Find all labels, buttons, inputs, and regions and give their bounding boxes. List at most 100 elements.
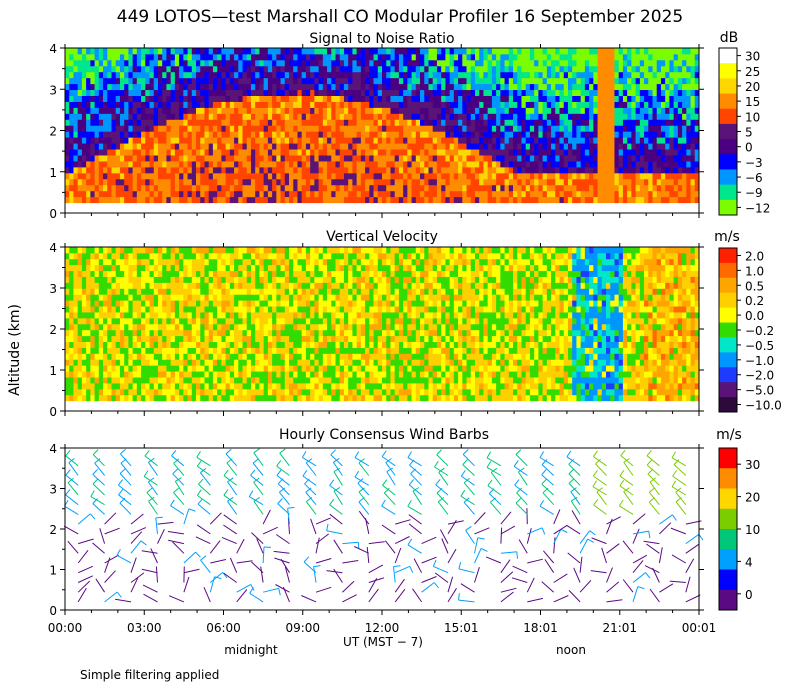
heat-cell [618,155,624,162]
heat-cell [466,172,472,180]
heat-cell [606,184,611,192]
heat-cell [483,137,489,144]
heat-cell [255,172,260,180]
heat-cell [665,196,670,204]
heat-cell [331,107,336,114]
heat-cell [627,196,632,204]
heat-cell [136,131,142,138]
heat-cell [660,101,666,108]
heat-cell [525,155,531,162]
heat-cell [627,161,632,168]
heat-cell [149,131,155,138]
heat-cell [242,143,248,150]
heat-cell [462,107,467,114]
heat-cell [94,394,100,402]
heat-cell [504,196,510,204]
heat-cell [179,48,184,55]
heat-cell [555,166,560,174]
heat-cell [212,394,218,402]
heat-cell [606,113,611,120]
heat-cell [149,59,155,67]
heat-cell [289,131,294,138]
heat-cell [141,190,146,198]
heat-cell [690,65,696,73]
heat-cell [284,101,290,108]
heat-cell [174,317,180,325]
heat-cell [234,113,239,120]
heat-cell [208,131,214,138]
heat-cell [458,95,463,102]
heat-cell [673,178,679,186]
heat-cell [576,184,582,192]
heat-cell [352,71,358,79]
heat-cell [149,190,155,198]
heat-cell [119,143,125,150]
heat-cell [470,59,476,67]
heat-cell [77,312,83,319]
heat-cell [525,184,531,192]
heat-cell [559,107,565,114]
heat-cell [77,143,83,150]
heat-cell [153,190,159,198]
heat-cell [538,65,544,73]
heat-cell [491,131,497,138]
heat-cell [542,178,548,186]
heat-cell [149,359,155,366]
heat-cell [124,276,129,283]
heat-cell [191,359,197,366]
heat-cell [90,388,95,396]
heat-cell [479,155,484,162]
heat-cell [132,288,138,295]
heat-cell [310,71,315,79]
heat-cell [618,59,624,67]
heat-cell [525,125,531,132]
heat-cell [415,184,421,192]
heat-cell [183,113,188,120]
heat-cell [191,258,197,266]
heat-cell [157,95,163,102]
heat-cell [191,155,197,162]
heat-cell [694,131,700,138]
heat-cell [145,196,150,204]
heat-cell [403,107,408,114]
heat-cell [656,184,662,192]
heat-cell [204,383,210,390]
heat-cell [259,71,265,79]
heat-cell [360,184,366,192]
heat-cell [77,119,83,126]
heat-cell [242,184,248,192]
heat-cell [386,155,391,162]
heat-cell [284,65,290,73]
heat-cell [403,166,408,174]
heat-cell [601,172,607,180]
heat-cell [496,119,501,126]
heat-cell [200,377,205,384]
heat-cell [572,161,577,168]
heat-cell [187,143,193,150]
heat-cell [115,371,121,378]
heat-cell [390,89,396,96]
heat-cell [360,155,366,162]
heat-cell [411,125,417,132]
heat-cell [119,347,125,354]
heat-cell [157,371,163,378]
heat-cell [149,184,155,192]
heat-cell [225,95,231,102]
heat-cell [551,137,556,144]
heat-cell [436,161,442,168]
heat-cell [229,89,235,96]
heat-cell [94,341,100,348]
heat-cell [601,53,607,61]
heat-cell [348,149,353,156]
heat-cell [677,59,683,67]
heat-cell [487,125,493,132]
heat-cell [377,161,383,168]
heat-cell [474,59,480,67]
heat-cell [356,59,362,67]
heat-cell [221,347,227,354]
heat-cell [639,190,645,198]
heat-cell [242,71,248,79]
heat-cell [263,107,269,114]
heat-cell [191,300,197,307]
heat-cell [69,276,74,283]
